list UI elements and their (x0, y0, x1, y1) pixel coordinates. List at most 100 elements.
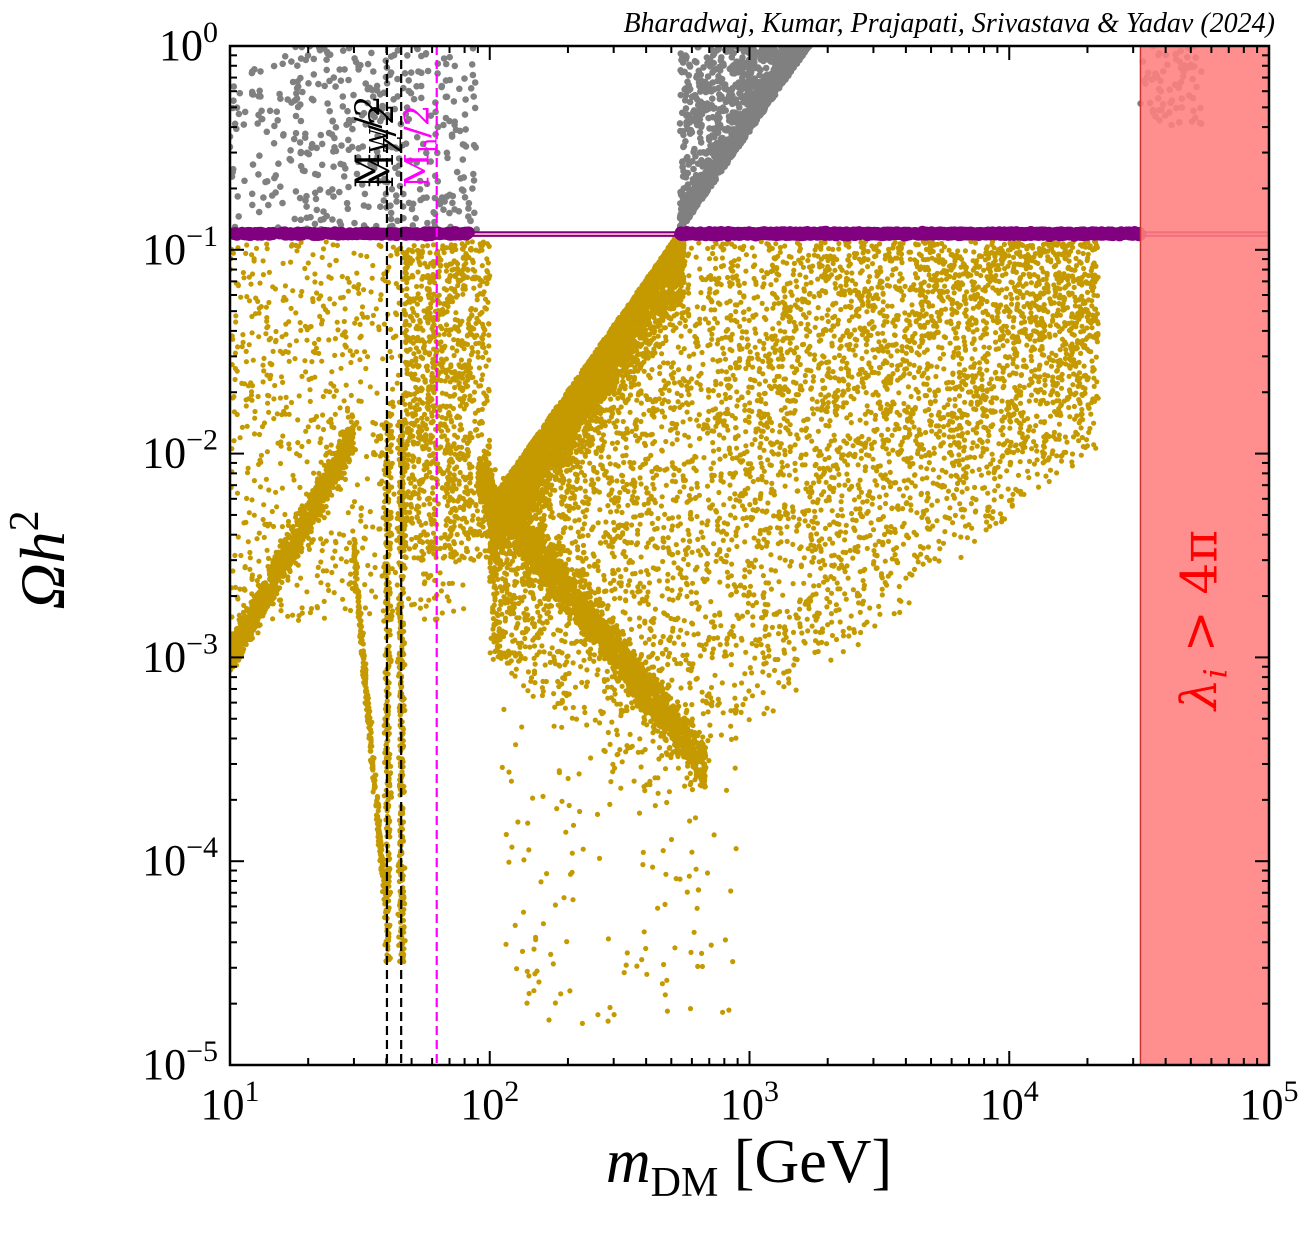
overabundant-point (353, 170, 361, 178)
overabundant-point (710, 50, 718, 58)
overabundant-point (374, 132, 381, 140)
overabundant-point (310, 71, 318, 78)
underabundant-point (330, 555, 336, 561)
underabundant-point (460, 582, 466, 588)
overabundant-point (350, 91, 357, 99)
underabundant-point (362, 349, 368, 355)
underabundant-point (328, 530, 334, 536)
underabundant-point (239, 424, 245, 430)
underabundant-point (255, 393, 261, 400)
underabundant-point (247, 549, 253, 556)
overabundant-point (771, 75, 778, 82)
underabundant-point (341, 461, 347, 468)
overabundant-point (351, 55, 358, 62)
underabundant-point (265, 400, 271, 406)
underabundant-point (362, 582, 368, 588)
underabundant-point (347, 540, 353, 546)
underabundant-point (341, 398, 347, 404)
underabundant-point (279, 334, 285, 340)
overabundant-point (359, 143, 367, 150)
underabundant-point (241, 587, 247, 593)
underabundant-point (272, 576, 278, 582)
overabundant-point (764, 51, 771, 59)
underabundant-point (395, 247, 401, 253)
underabundant-point (296, 393, 302, 399)
underabundant-point (406, 596, 412, 602)
underabundant-point (315, 564, 321, 571)
underabundant-point (335, 475, 341, 481)
overabundant-point (438, 83, 445, 91)
overabundant-point (294, 103, 302, 111)
underabundant-point (259, 589, 265, 595)
overabundant-point (235, 213, 242, 220)
underabundant-point (243, 359, 249, 365)
overabundant-point (733, 119, 740, 126)
underabundant-point (328, 442, 334, 448)
underabundant-point (372, 594, 379, 600)
underabundant-point (270, 601, 276, 607)
overabundant-point (255, 208, 263, 216)
overabundant-point (794, 53, 801, 60)
overabundant-point (467, 85, 475, 92)
underabundant-point (264, 589, 270, 595)
overabundant-point (680, 143, 687, 151)
underabundant-point (256, 334, 262, 340)
underabundant-point (349, 504, 355, 510)
overabundant-point (291, 97, 299, 104)
underabundant-point (351, 499, 358, 505)
underabundant-point (231, 438, 237, 444)
overabundant-point (257, 93, 264, 100)
underabundant-point (293, 310, 299, 316)
underabundant-point (285, 613, 291, 619)
overabundant-point (710, 59, 717, 67)
underabundant-point (338, 556, 344, 562)
overabundant-point (299, 88, 306, 96)
underabundant-point (389, 411, 395, 417)
underabundant-point (264, 449, 270, 455)
overabundant-point (440, 121, 447, 129)
underabundant-point (256, 305, 262, 311)
underabundant-point (298, 293, 304, 299)
overabundant-point (338, 142, 345, 149)
overabundant-point (408, 205, 416, 213)
underabundant-point (356, 425, 362, 431)
underabundant-point (295, 617, 302, 623)
overabundant-point (324, 100, 331, 107)
overabundant-point (310, 55, 318, 63)
overabundant-point (387, 209, 395, 217)
underabundant-point (317, 313, 323, 319)
underabundant-point (299, 373, 305, 379)
underabundant-point (241, 520, 247, 526)
underabundant-point (302, 265, 308, 272)
overabundant-point (762, 94, 770, 101)
underabundant-point (404, 286, 410, 292)
overabundant-point (339, 93, 347, 100)
overabundant-point (677, 91, 685, 99)
underabundant-point (245, 539, 251, 545)
underabundant-point (388, 531, 394, 537)
underabundant-point (325, 483, 331, 489)
underabundant-point (329, 424, 335, 430)
overabundant-point (682, 105, 690, 112)
overabundant-point (234, 193, 241, 200)
overabundant-point (744, 100, 752, 107)
overabundant-point (231, 120, 239, 128)
overabundant-point (747, 119, 754, 126)
underabundant-point (280, 379, 286, 385)
underabundant-point (364, 253, 370, 260)
underabundant-point (316, 336, 322, 342)
overabundant-point (726, 46, 733, 53)
overabundant-point (290, 135, 298, 143)
underabundant-point (263, 304, 269, 310)
underabundant-point (348, 571, 354, 577)
overabundant-point (697, 193, 705, 201)
underabundant-point (312, 279, 318, 285)
overabundant-point (682, 217, 689, 225)
underabundant-point (351, 550, 357, 556)
underabundant-point (411, 601, 417, 607)
underabundant-point (302, 530, 308, 537)
underabundant-point (235, 344, 241, 350)
underabundant-point (363, 453, 370, 460)
overabundant-point (255, 171, 262, 178)
underabundant-point (401, 789, 407, 795)
